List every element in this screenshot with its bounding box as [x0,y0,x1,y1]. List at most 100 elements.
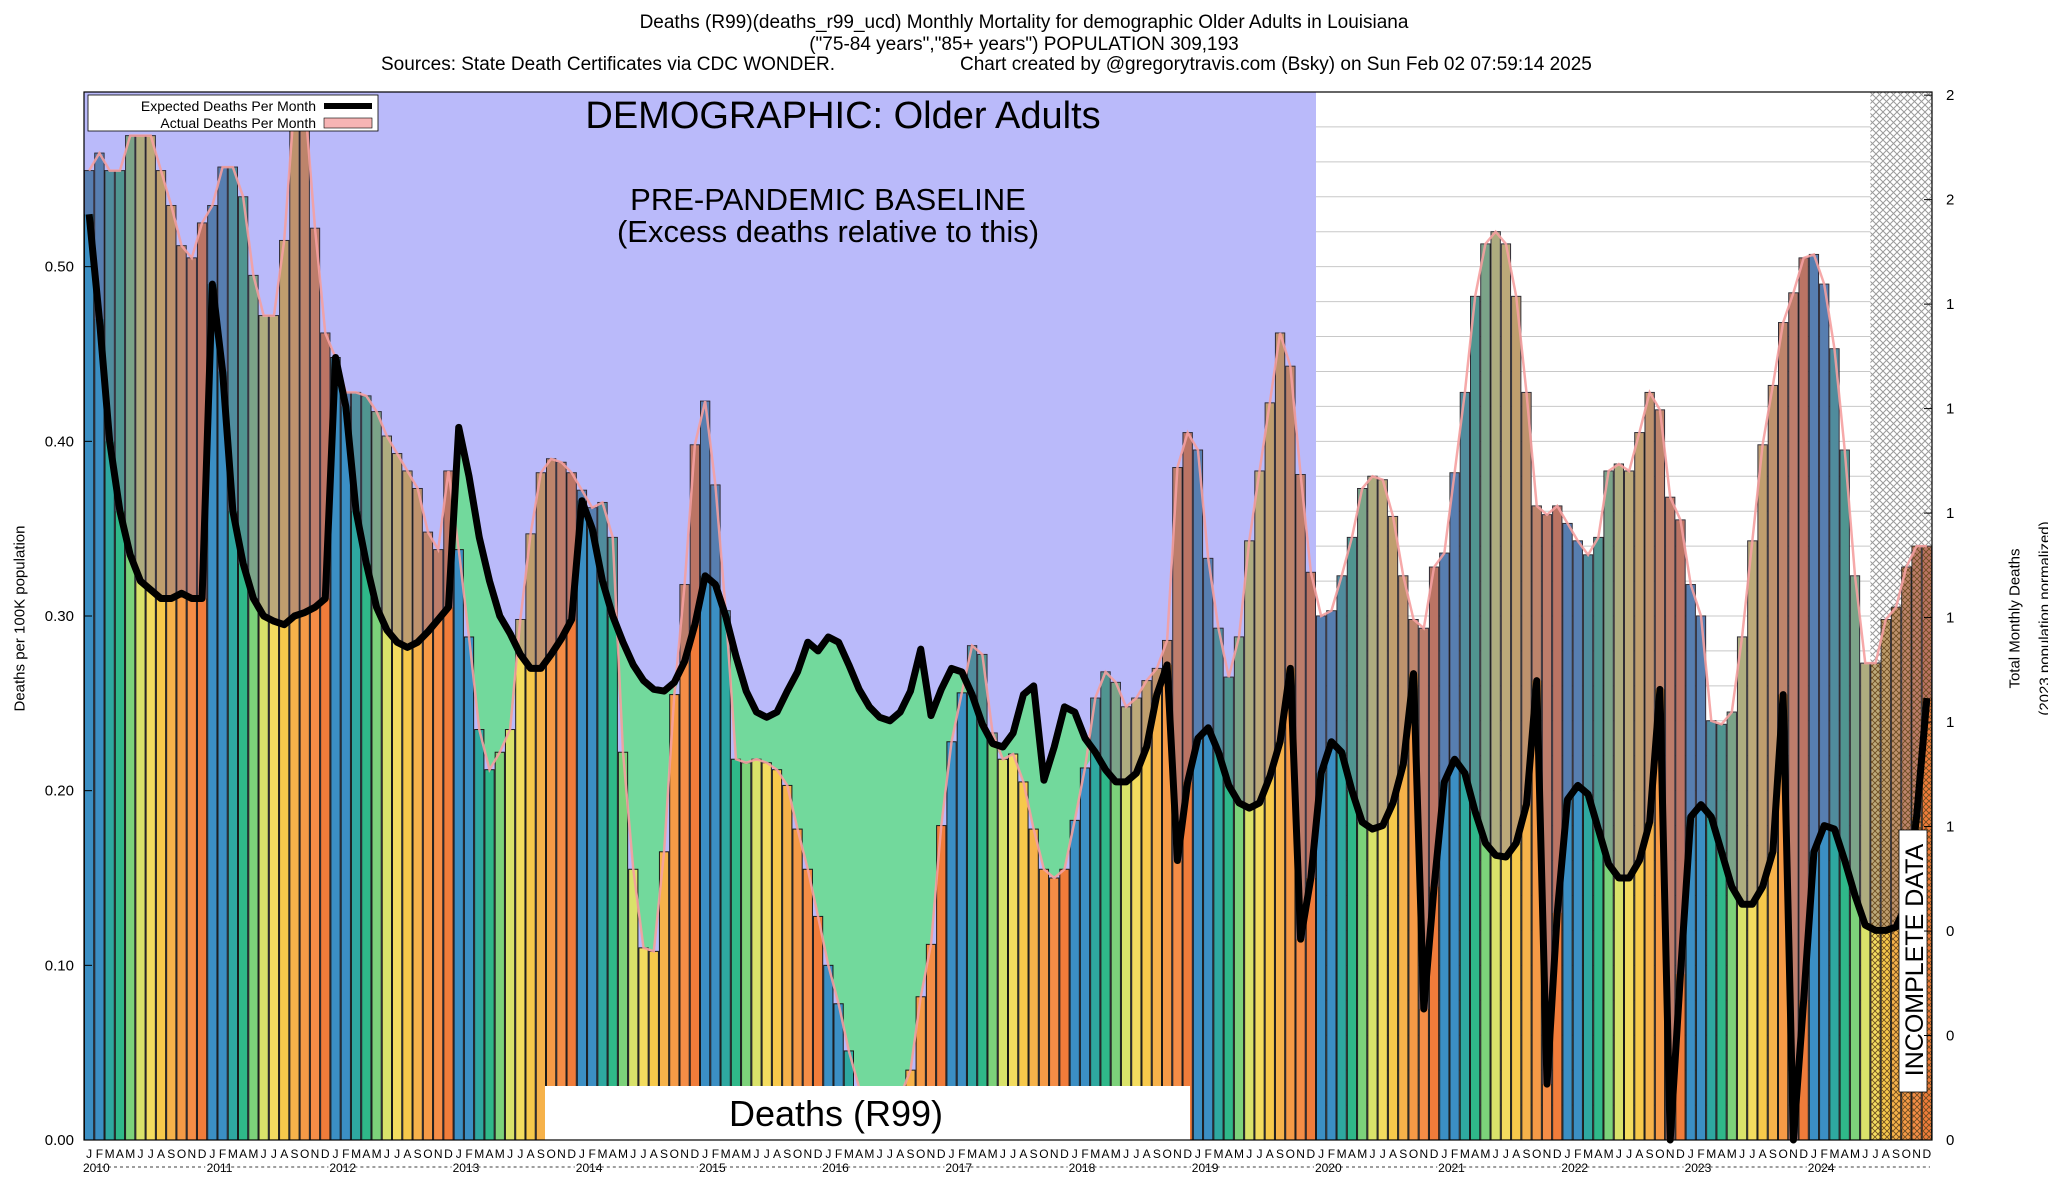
month-tick-label: J [1123,1147,1129,1161]
month-tick-label: J [1380,1147,1386,1161]
month-tick-label: O [1286,1147,1295,1161]
bar [1008,753,1019,1141]
bar-excess-overlay [525,533,536,669]
y2-tick-label: 1 [1946,505,1954,522]
month-tick-label: M [1357,1147,1367,1161]
bar-incomplete-hatch [1870,663,1881,1140]
bar-excess-overlay [1183,432,1193,782]
month-tick-label: J [1441,1147,1447,1161]
bar [340,391,351,1141]
month-tick-label: D [198,1147,207,1161]
bar [771,769,783,1141]
bar-excess-overlay [125,135,135,555]
bar-excess-overlay [1470,296,1480,812]
month-tick-label: F [589,1147,596,1161]
month-tick-label: A [1841,1147,1849,1161]
bar-excess-overlay [1275,333,1285,742]
bar-excess-overlay [1152,668,1162,695]
month-tick-label: J [209,1147,215,1161]
month-tick-label: J [825,1147,831,1161]
month-tick-label: O [1655,1147,1664,1161]
month-tick-label: D [567,1147,576,1161]
bar-excess-overlay [310,228,320,608]
month-tick-label: M [844,1147,854,1161]
month-tick-label: J [1133,1147,1139,1161]
y2-tick-label: 2 [1946,87,1954,104]
month-tick-label: M [967,1147,977,1161]
month-tick-label: S [1030,1147,1038,1161]
month-tick-label: A [732,1147,740,1161]
month-tick-label: D [691,1147,700,1161]
bar-excess-overlay [1501,243,1511,858]
month-tick-label: F [835,1147,842,1161]
month-tick-label: O [1039,1147,1048,1161]
bar-excess-overlay [1645,392,1655,823]
bar-excess-overlay [105,170,115,442]
bar-excess-overlay [115,170,125,512]
month-tick-label: A [1266,1147,1274,1161]
month-tick-label: J [1010,1147,1016,1161]
bar-excess-overlay [413,488,423,643]
bar-excess-overlay [1552,505,1562,913]
month-tick-label: M [351,1147,361,1161]
bar-excess-overlay [1316,616,1326,774]
incomplete-label: INCOMPLETE DATA [1901,843,1929,1076]
month-tick-label: J [1195,1147,1201,1161]
month-tick-label: O [423,1147,432,1161]
bar [987,732,998,1141]
bar-excess-overlay [710,485,721,585]
month-tick-label: J [1688,1147,1694,1161]
month-tick-label: N [1789,1147,1798,1161]
month-tick-label: F [465,1147,472,1161]
bar-excess-overlay [597,502,608,582]
y2-tick-label: 1 [1946,714,1954,731]
month-tick-label: J [1000,1147,1006,1161]
month-tick-label: O [1162,1147,1171,1161]
bar-excess-overlay [1788,292,1799,1140]
bar-excess-overlay [1737,636,1747,905]
bar-excess-overlay [1799,257,1809,1001]
month-tick-label: M [248,1147,258,1161]
month-tick-label: M [474,1147,484,1161]
month-tick-label: F [96,1147,103,1161]
month-tick-label: A [486,1147,494,1161]
bar-excess-overlay [1860,663,1870,926]
bar-excess-overlay [1337,575,1347,753]
incomplete-label-box [1898,829,1928,1093]
month-tick-label: M [1213,1147,1223,1161]
month-tick-label: M [105,1147,115,1161]
year-label: 2016 [822,1161,849,1175]
bar-excess-overlay [587,507,597,529]
month-tick-label: D [1923,1147,1932,1161]
month-tick-label: M [1604,1147,1614,1161]
month-tick-label: S [1276,1147,1284,1161]
bar-excess-overlay [1614,464,1624,878]
y2-tick-label: 2 [1946,192,1954,209]
bar-excess-overlay [207,205,217,285]
month-tick-label: A [116,1147,124,1161]
y2-tick-label: 0 [1946,1028,1954,1045]
month-tick-label: A [1348,1147,1356,1161]
bar-excess-overlay [1111,682,1121,782]
month-tick-label: A [239,1147,247,1161]
month-tick-label: A [1225,1147,1233,1161]
month-tick-label: N [187,1147,196,1161]
month-tick-label: A [1102,1147,1110,1161]
month-tick-label: A [1594,1147,1602,1161]
month-tick-label: F [1328,1147,1335,1161]
month-tick-label: M [1234,1147,1244,1161]
month-tick-label: J [384,1147,390,1161]
y-tick-label: 0.20 [45,783,74,800]
bar-excess-overlay [1850,575,1860,896]
year-label: 2010 [83,1161,110,1175]
month-tick-label: J [702,1147,708,1161]
bar-excess-overlay [1449,472,1460,760]
bar-excess-overlay [1203,558,1213,728]
month-tick-label: F [712,1147,719,1161]
year-label: 2014 [576,1161,603,1175]
month-tick-label: J [1739,1147,1745,1161]
month-tick-label: N [927,1147,936,1161]
month-tick-label: A [978,1147,986,1161]
month-tick-label: J [148,1147,154,1161]
month-tick-label: J [1503,1147,1509,1161]
